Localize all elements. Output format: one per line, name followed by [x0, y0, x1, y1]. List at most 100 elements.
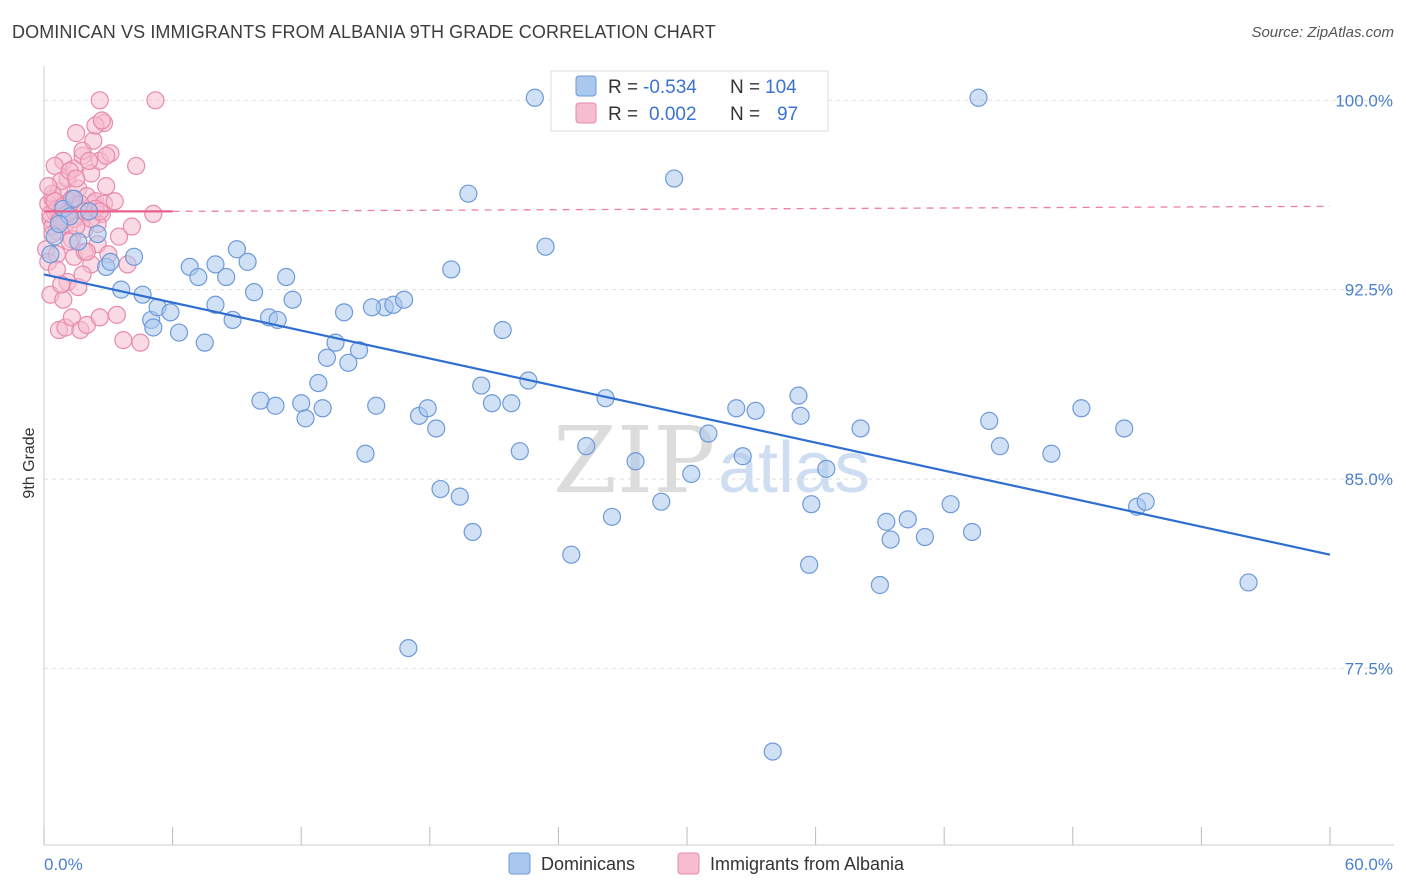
dominican-point-79	[789, 386, 808, 405]
legend-label-dominicans: Dominicans	[541, 854, 635, 874]
albania-point-67	[146, 91, 165, 110]
dominican-point-91	[962, 522, 982, 542]
dominican-point-52	[442, 260, 461, 279]
albania-point-95	[107, 305, 126, 324]
dominican-point-65	[562, 545, 581, 564]
dominican-point-99	[1136, 492, 1155, 511]
dominican-point-56	[472, 376, 491, 395]
dominican-point-93	[980, 411, 999, 430]
dominican-point-73	[699, 424, 718, 443]
albania-point-61	[114, 331, 133, 350]
dominican-point-20	[195, 333, 214, 352]
dominican-point-27	[244, 283, 264, 302]
dominican-point-3	[69, 232, 88, 251]
dominican-point-34	[296, 409, 315, 428]
albania-point-63	[122, 217, 141, 236]
dominican-point-53	[450, 487, 469, 506]
dominican-point-39	[334, 303, 354, 322]
dominican-point-50	[427, 419, 446, 438]
albania-point-96	[67, 124, 86, 143]
dominican-point-94	[990, 437, 1010, 456]
dominican-point-97	[1115, 419, 1134, 438]
dominican-point-10	[101, 252, 120, 271]
dominican-point-85	[870, 575, 890, 595]
stats-r-label-2: R =	[608, 104, 638, 125]
dominican-point-22	[217, 267, 236, 287]
dominican-trend-line	[43, 273, 1331, 556]
dominican-point-101	[144, 318, 163, 337]
albania-point-88	[39, 177, 58, 196]
albania-point-38	[54, 290, 73, 309]
legend: Dominicans Immigrants from Albania	[508, 852, 905, 875]
albania-point-60	[109, 227, 129, 246]
dominican-point-17	[169, 323, 189, 342]
dominican-point-69	[626, 452, 645, 471]
dominican-point-103	[362, 298, 382, 317]
tick-labels: 100.0% 92.5% 85.0% 77.5% 0.0% 60.0%	[44, 91, 1393, 874]
dominican-point-43	[367, 396, 386, 415]
x-tick-label-1: 60.0%	[1345, 855, 1393, 874]
dominican-point-33	[292, 394, 311, 413]
dominican-point-6	[64, 189, 84, 208]
dominican-point-86	[877, 512, 896, 531]
dominican-point-16	[161, 303, 180, 322]
dominican-point-80	[791, 406, 810, 425]
dominican-point-46	[394, 290, 414, 309]
albania-trend-line-extension	[172, 205, 1331, 213]
dominican-point-71	[665, 169, 684, 188]
dominican-point-54	[459, 184, 478, 203]
dominican-point-40	[339, 353, 358, 372]
dominican-point-68	[602, 507, 622, 526]
dominican-point-24	[227, 240, 246, 259]
albania-point-52	[84, 131, 103, 150]
albania-point-58	[97, 146, 116, 165]
dominican-point-23	[206, 295, 225, 314]
legend-swatch-dominicans	[508, 852, 531, 875]
dominican-point-30	[266, 396, 285, 415]
dominican-point-81	[800, 555, 819, 574]
stats-n-value-1: 104	[765, 77, 797, 98]
watermark-atlas: atlas	[718, 428, 870, 508]
stats-r-value-1: -0.534	[643, 77, 697, 98]
dominican-point-49	[418, 399, 437, 418]
dominican-point-89	[915, 527, 935, 547]
albania-point-42	[62, 308, 81, 327]
y-tick-label-0: 100.0%	[1335, 91, 1393, 110]
dominican-point-66	[577, 437, 596, 456]
dominican-point-96	[1072, 399, 1091, 418]
albania-point-27	[97, 177, 116, 196]
dominican-point-7	[49, 214, 69, 234]
x-tick-label-0: 0.0%	[44, 855, 83, 874]
dominican-point-74	[727, 399, 746, 418]
legend-swatch-albania	[677, 852, 700, 875]
legend-label-albania: Immigrants from Albania	[710, 854, 905, 874]
dominican-point-47	[399, 638, 418, 658]
albania-point-64	[127, 156, 146, 176]
dominican-point-82	[802, 495, 821, 514]
dominican-point-26	[238, 252, 257, 271]
dominican-point-59	[502, 394, 521, 413]
y-tick-label-1: 92.5%	[1345, 281, 1393, 300]
dominican-point-92	[969, 88, 988, 107]
albania-point-56	[92, 111, 111, 130]
y-tick-label-3: 77.5%	[1345, 659, 1393, 678]
albania-points	[37, 91, 165, 352]
albania-point-59	[105, 192, 124, 211]
dominican-point-8	[41, 245, 60, 264]
dominican-point-100	[1239, 573, 1258, 592]
dominican-point-77	[763, 742, 782, 761]
albania-point-68	[90, 91, 109, 110]
albania-point-55	[90, 308, 109, 327]
dominican-point-51	[431, 479, 450, 499]
dominican-point-5	[88, 224, 107, 244]
dominican-point-57	[482, 394, 502, 413]
dominican-point-32	[283, 290, 302, 309]
dominican-point-21	[206, 255, 225, 274]
source-label: Source: ZipAtlas.com	[1251, 24, 1394, 41]
gridlines	[44, 99, 1394, 669]
dominican-point-60	[510, 442, 529, 461]
albania-point-50	[79, 151, 99, 170]
albania-point-66	[144, 204, 163, 223]
chart-title: DOMINICAN VS IMMIGRANTS FROM ALBANIA 9TH…	[12, 22, 716, 42]
dominican-points	[41, 88, 1258, 761]
